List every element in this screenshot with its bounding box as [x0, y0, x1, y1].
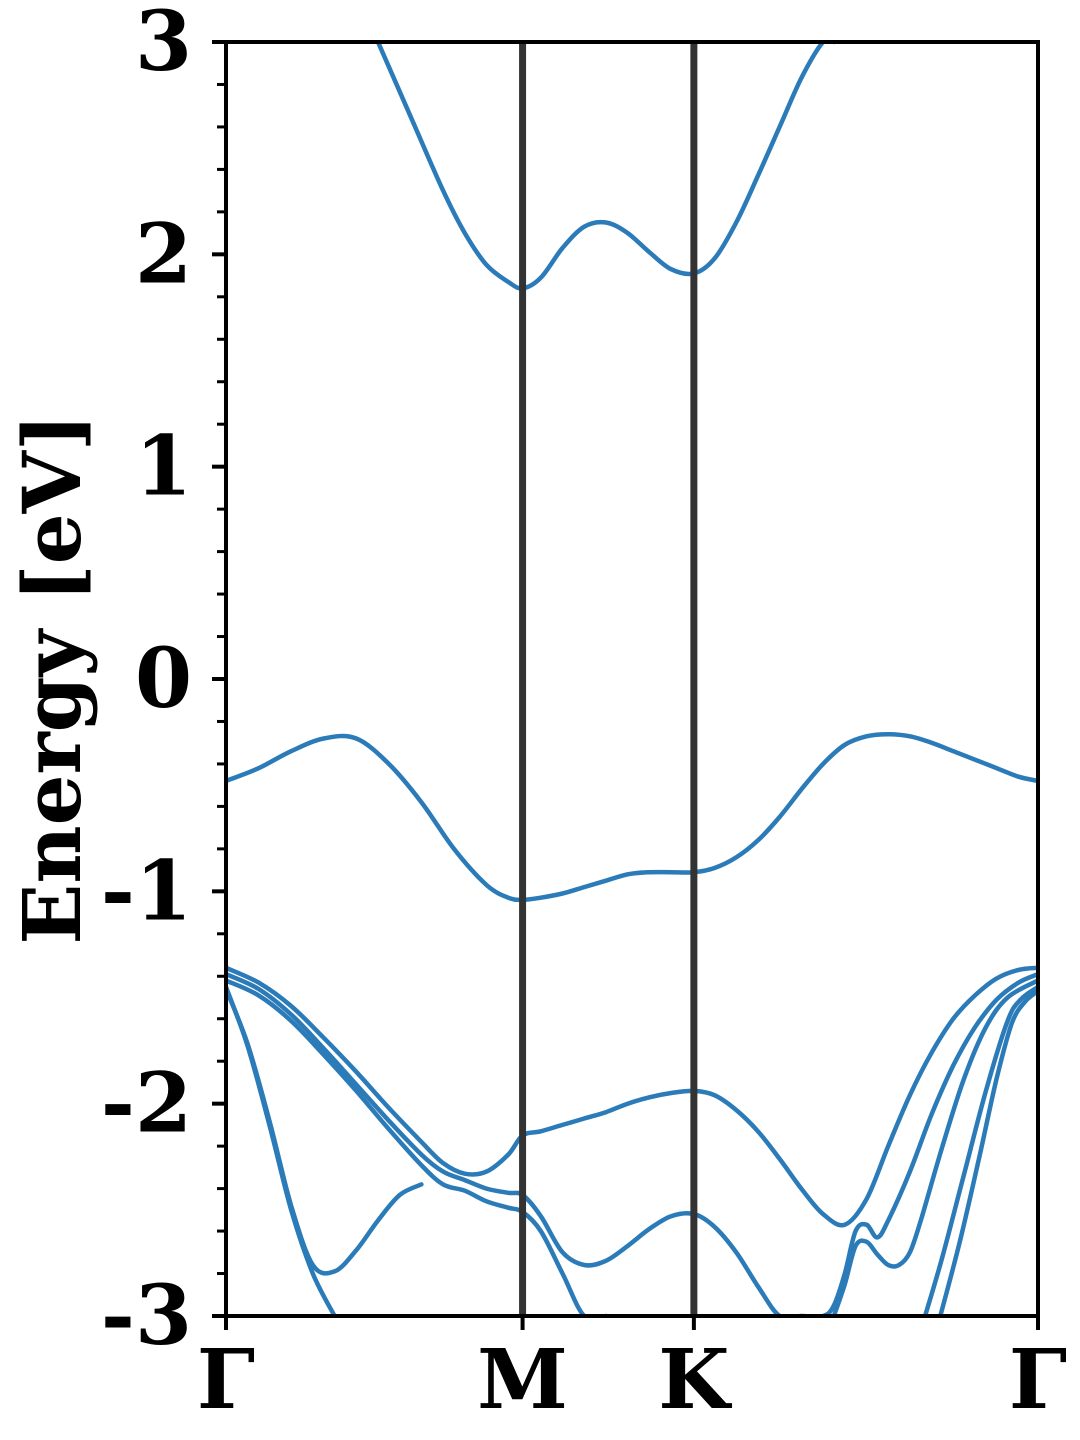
y-axis-title: Energy [eV] [5, 413, 99, 944]
axis-ticks [212, 40, 1040, 1330]
y-tick-label: 1 [135, 419, 192, 515]
x-tick-label: Γ [1009, 1332, 1067, 1428]
band-line-1 [375, 42, 837, 291]
band-line-8 [226, 986, 424, 1276]
band-line-9 [922, 984, 1038, 1316]
band-line-4 [226, 971, 1038, 1316]
band-line-3 [226, 965, 1038, 1228]
plot-frame [224, 40, 1040, 1318]
band-line-7 [226, 984, 337, 1316]
band-line-5 [226, 978, 609, 1316]
y-tick-label: 0 [135, 631, 192, 727]
y-tick-labels: -3 -2 -1 0 1 2 3 [101, 0, 192, 1364]
y-tick-label: -3 [101, 1268, 192, 1364]
band-lines [226, 42, 1038, 1316]
x-tick-label: K [658, 1332, 732, 1428]
y-tick-label: -1 [101, 843, 192, 939]
high-symmetry-dividers [519, 42, 698, 1316]
y-tick-label: 3 [135, 0, 192, 90]
y-tick-label: 2 [135, 206, 192, 302]
band-line-10 [938, 988, 1038, 1316]
band-line-2 [226, 731, 1038, 903]
x-tick-label: Γ [197, 1332, 255, 1428]
x-tick-label: M [477, 1332, 568, 1428]
y-tick-label: -2 [101, 1056, 192, 1152]
band-line-6 [831, 978, 1038, 1316]
